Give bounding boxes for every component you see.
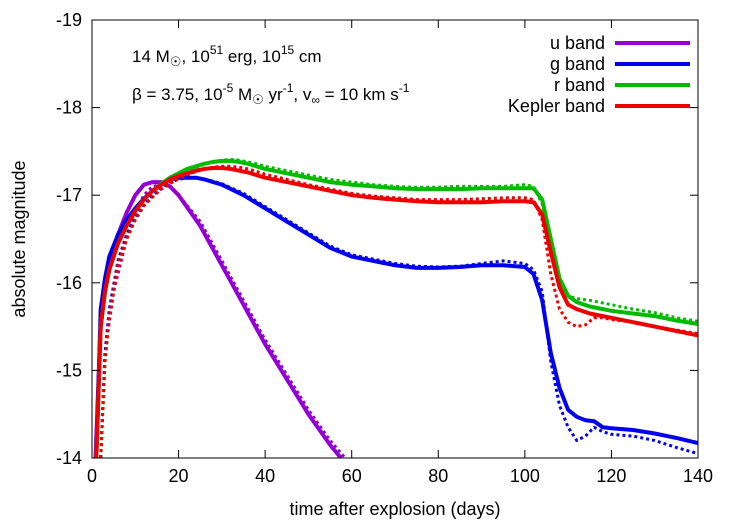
y-tick-label: -16 xyxy=(56,273,82,293)
x-tick-label: 20 xyxy=(169,466,189,486)
series-line-kepler-band-dotted xyxy=(99,164,698,458)
series-line-u-band xyxy=(93,180,343,458)
x-axis-label: time after explosion (days) xyxy=(289,499,500,519)
legend-label: Kepler band xyxy=(508,96,605,116)
x-tick-label: 40 xyxy=(255,466,275,486)
y-tick-label: -14 xyxy=(56,448,82,468)
y-tick-label: -18 xyxy=(56,98,82,118)
y-tick-label: -15 xyxy=(56,360,82,380)
y-tick-label: -17 xyxy=(56,185,82,205)
legend-label: u band xyxy=(550,33,605,53)
x-tick-label: 120 xyxy=(596,466,626,486)
x-tick-label: 0 xyxy=(87,466,97,486)
annotation-line-2: β = 3.75, 10-5 M☉ yr-1, v∞ = 10 km s-1 xyxy=(132,81,410,107)
plot-frame xyxy=(91,19,699,459)
ticks-layer: 0 20 40 60 80 100 120 140 -19 -18 -17 -16 -15 -14 xyxy=(56,10,713,486)
x-tick-label: 100 xyxy=(510,466,540,486)
x-tick-label: 60 xyxy=(342,466,362,486)
series-line-r-band-dotted xyxy=(99,157,698,458)
x-tick-label: 80 xyxy=(428,466,448,486)
legend-label: r band xyxy=(554,75,605,95)
y-tick-label: -19 xyxy=(56,10,82,30)
series-layer xyxy=(93,157,698,458)
x-tick-label: 140 xyxy=(683,466,713,486)
annotation-line-1: 14 M☉, 1051 erg, 1015 cm xyxy=(132,43,322,69)
y-axis-label: absolute magnitude xyxy=(9,160,29,317)
series-line-kepler-band xyxy=(94,166,698,458)
legend-label: g band xyxy=(550,54,605,74)
